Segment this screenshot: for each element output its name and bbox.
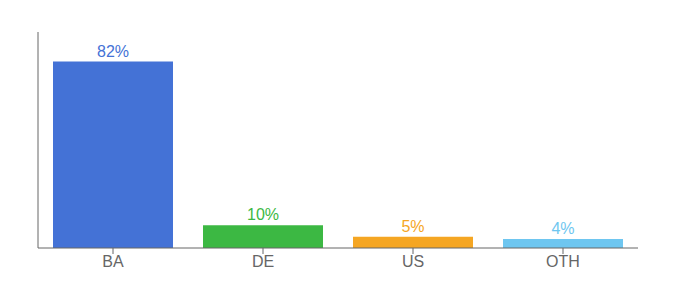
svg-text:BA: BA (102, 253, 124, 270)
svg-text:US: US (402, 253, 424, 270)
svg-text:5%: 5% (401, 218, 424, 235)
svg-text:10%: 10% (247, 206, 279, 223)
svg-text:4%: 4% (551, 220, 574, 237)
svg-text:OTH: OTH (546, 253, 580, 270)
svg-text:DE: DE (252, 253, 274, 270)
svg-text:82%: 82% (97, 43, 129, 60)
